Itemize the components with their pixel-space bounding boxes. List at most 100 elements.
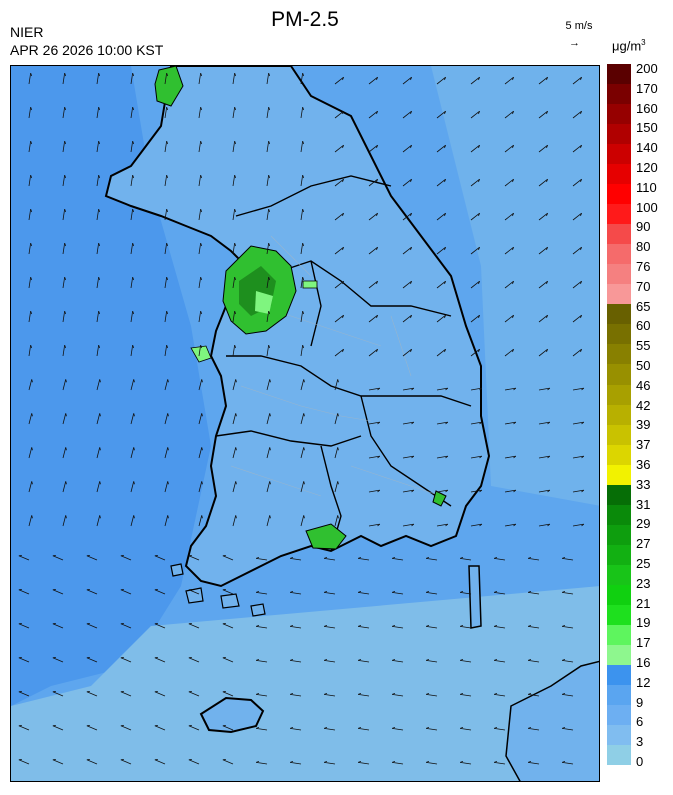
wind-arrow-head <box>425 726 430 729</box>
wind-arrow <box>538 144 548 153</box>
wind-arrow-head <box>30 242 33 247</box>
wind-arrow-head <box>255 590 260 593</box>
wind-arrow-head <box>391 658 396 661</box>
wind-arrow <box>62 515 67 527</box>
wind-arrow-head <box>337 481 339 485</box>
wind-arrow <box>572 280 582 289</box>
wind-arrow-head <box>547 387 551 391</box>
wind-arrow <box>392 693 404 697</box>
wind-arrow <box>562 693 574 697</box>
wind-arrow-head <box>512 315 514 319</box>
wind-arrow <box>222 623 234 629</box>
wind-arrow-head <box>31 379 33 383</box>
wind-arrow <box>538 212 548 221</box>
wind-arrow <box>436 76 446 85</box>
wind-arrow <box>528 557 540 561</box>
wind-arrow <box>426 557 438 561</box>
wind-arrow <box>572 455 584 459</box>
wind-arrow-head <box>200 174 203 179</box>
east-island <box>468 565 482 629</box>
color-legend <box>607 64 631 766</box>
north-spot-zone <box>154 66 184 107</box>
wind-arrow-head <box>323 692 328 695</box>
wind-arrow <box>266 447 271 459</box>
wind-arrow <box>572 246 582 255</box>
wind-arrow <box>198 515 203 527</box>
wind-arrow <box>188 725 200 731</box>
wind-arrow-head <box>546 213 548 217</box>
wind-arrow-head <box>269 379 271 383</box>
wind-arrow-head <box>479 455 483 459</box>
wind-arrow <box>402 421 414 425</box>
wind-arrow <box>52 725 64 731</box>
legend-color-cell <box>607 524 631 545</box>
wind-arrow <box>392 727 404 731</box>
wind-arrow <box>334 76 344 85</box>
wind-arrow-head <box>512 349 514 353</box>
wind-arrow <box>562 761 574 765</box>
wind-arrow <box>232 447 237 459</box>
legend-label: 0 <box>636 754 644 769</box>
wind-arrow-head <box>546 315 548 319</box>
wind-arrow-head <box>133 515 135 519</box>
province-borders <box>215 175 472 552</box>
wind-arrow <box>470 246 480 255</box>
wind-arrow-head <box>342 247 344 251</box>
legend-label: 150 <box>636 120 658 136</box>
wind-arrow-head <box>132 242 135 247</box>
legend-color-cell <box>607 284 631 305</box>
wind-arrow-head <box>99 481 101 485</box>
legend-color-cell <box>607 705 631 726</box>
wind-arrow <box>402 280 412 289</box>
wind-arrow-head <box>513 489 517 493</box>
legend-label: 90 <box>636 219 651 235</box>
wind-arrow-head <box>513 421 517 425</box>
wind-arrow-head <box>580 111 582 115</box>
busan-spot-zone <box>432 490 447 507</box>
wind-arrow <box>222 555 234 561</box>
wind-arrow-head <box>166 174 169 179</box>
wind-arrow-head <box>65 447 67 451</box>
wind-arrow-head <box>98 208 101 213</box>
legend-color-cell <box>607 304 631 325</box>
wind-arrow-head <box>201 447 203 451</box>
wind-arrow <box>154 657 166 663</box>
wind-arrow <box>538 280 548 289</box>
forecast-datetime: APR 26 2026 10:00 KST <box>10 42 164 58</box>
wind-arrow <box>266 107 270 119</box>
east-sea-zone <box>431 66 599 506</box>
wind-arrow-head <box>166 208 169 213</box>
wind-arrow <box>52 657 64 663</box>
wind-arrow-head <box>268 208 271 213</box>
legend-color-cell <box>607 664 631 685</box>
wind-arrow <box>188 623 200 629</box>
wind-arrow <box>460 625 472 629</box>
legend-label: 12 <box>636 674 651 690</box>
wind-arrow-head <box>235 447 237 451</box>
wind-arrow <box>86 759 98 765</box>
wind-arrow-head <box>410 145 412 149</box>
wind-arrow <box>232 107 236 119</box>
wind-arrow-head <box>527 760 532 763</box>
wind-arrow-head <box>391 556 396 559</box>
wind-arrow-head <box>357 726 362 729</box>
wind-arrow-head <box>546 349 548 353</box>
wind-arrow <box>504 314 514 323</box>
wind-arrow <box>188 589 200 595</box>
wind-arrow <box>368 144 378 153</box>
wind-arrow <box>154 623 166 629</box>
wind-arrow <box>28 379 33 391</box>
wind-arrow-head <box>302 208 305 213</box>
wind-arrow-head <box>98 310 101 315</box>
wind-arrow-head <box>527 624 532 627</box>
wind-arrow <box>130 311 134 323</box>
wind-arrow <box>62 277 66 289</box>
legend-label: 46 <box>636 377 651 393</box>
wind-arrow <box>436 387 448 391</box>
wind-arrow-head <box>302 174 305 179</box>
wind-arrow <box>402 110 412 119</box>
wind-arrow <box>120 691 132 697</box>
legend-color-cell <box>607 204 631 225</box>
wind-arrow <box>96 107 100 119</box>
wind-arrow-head <box>268 310 271 315</box>
